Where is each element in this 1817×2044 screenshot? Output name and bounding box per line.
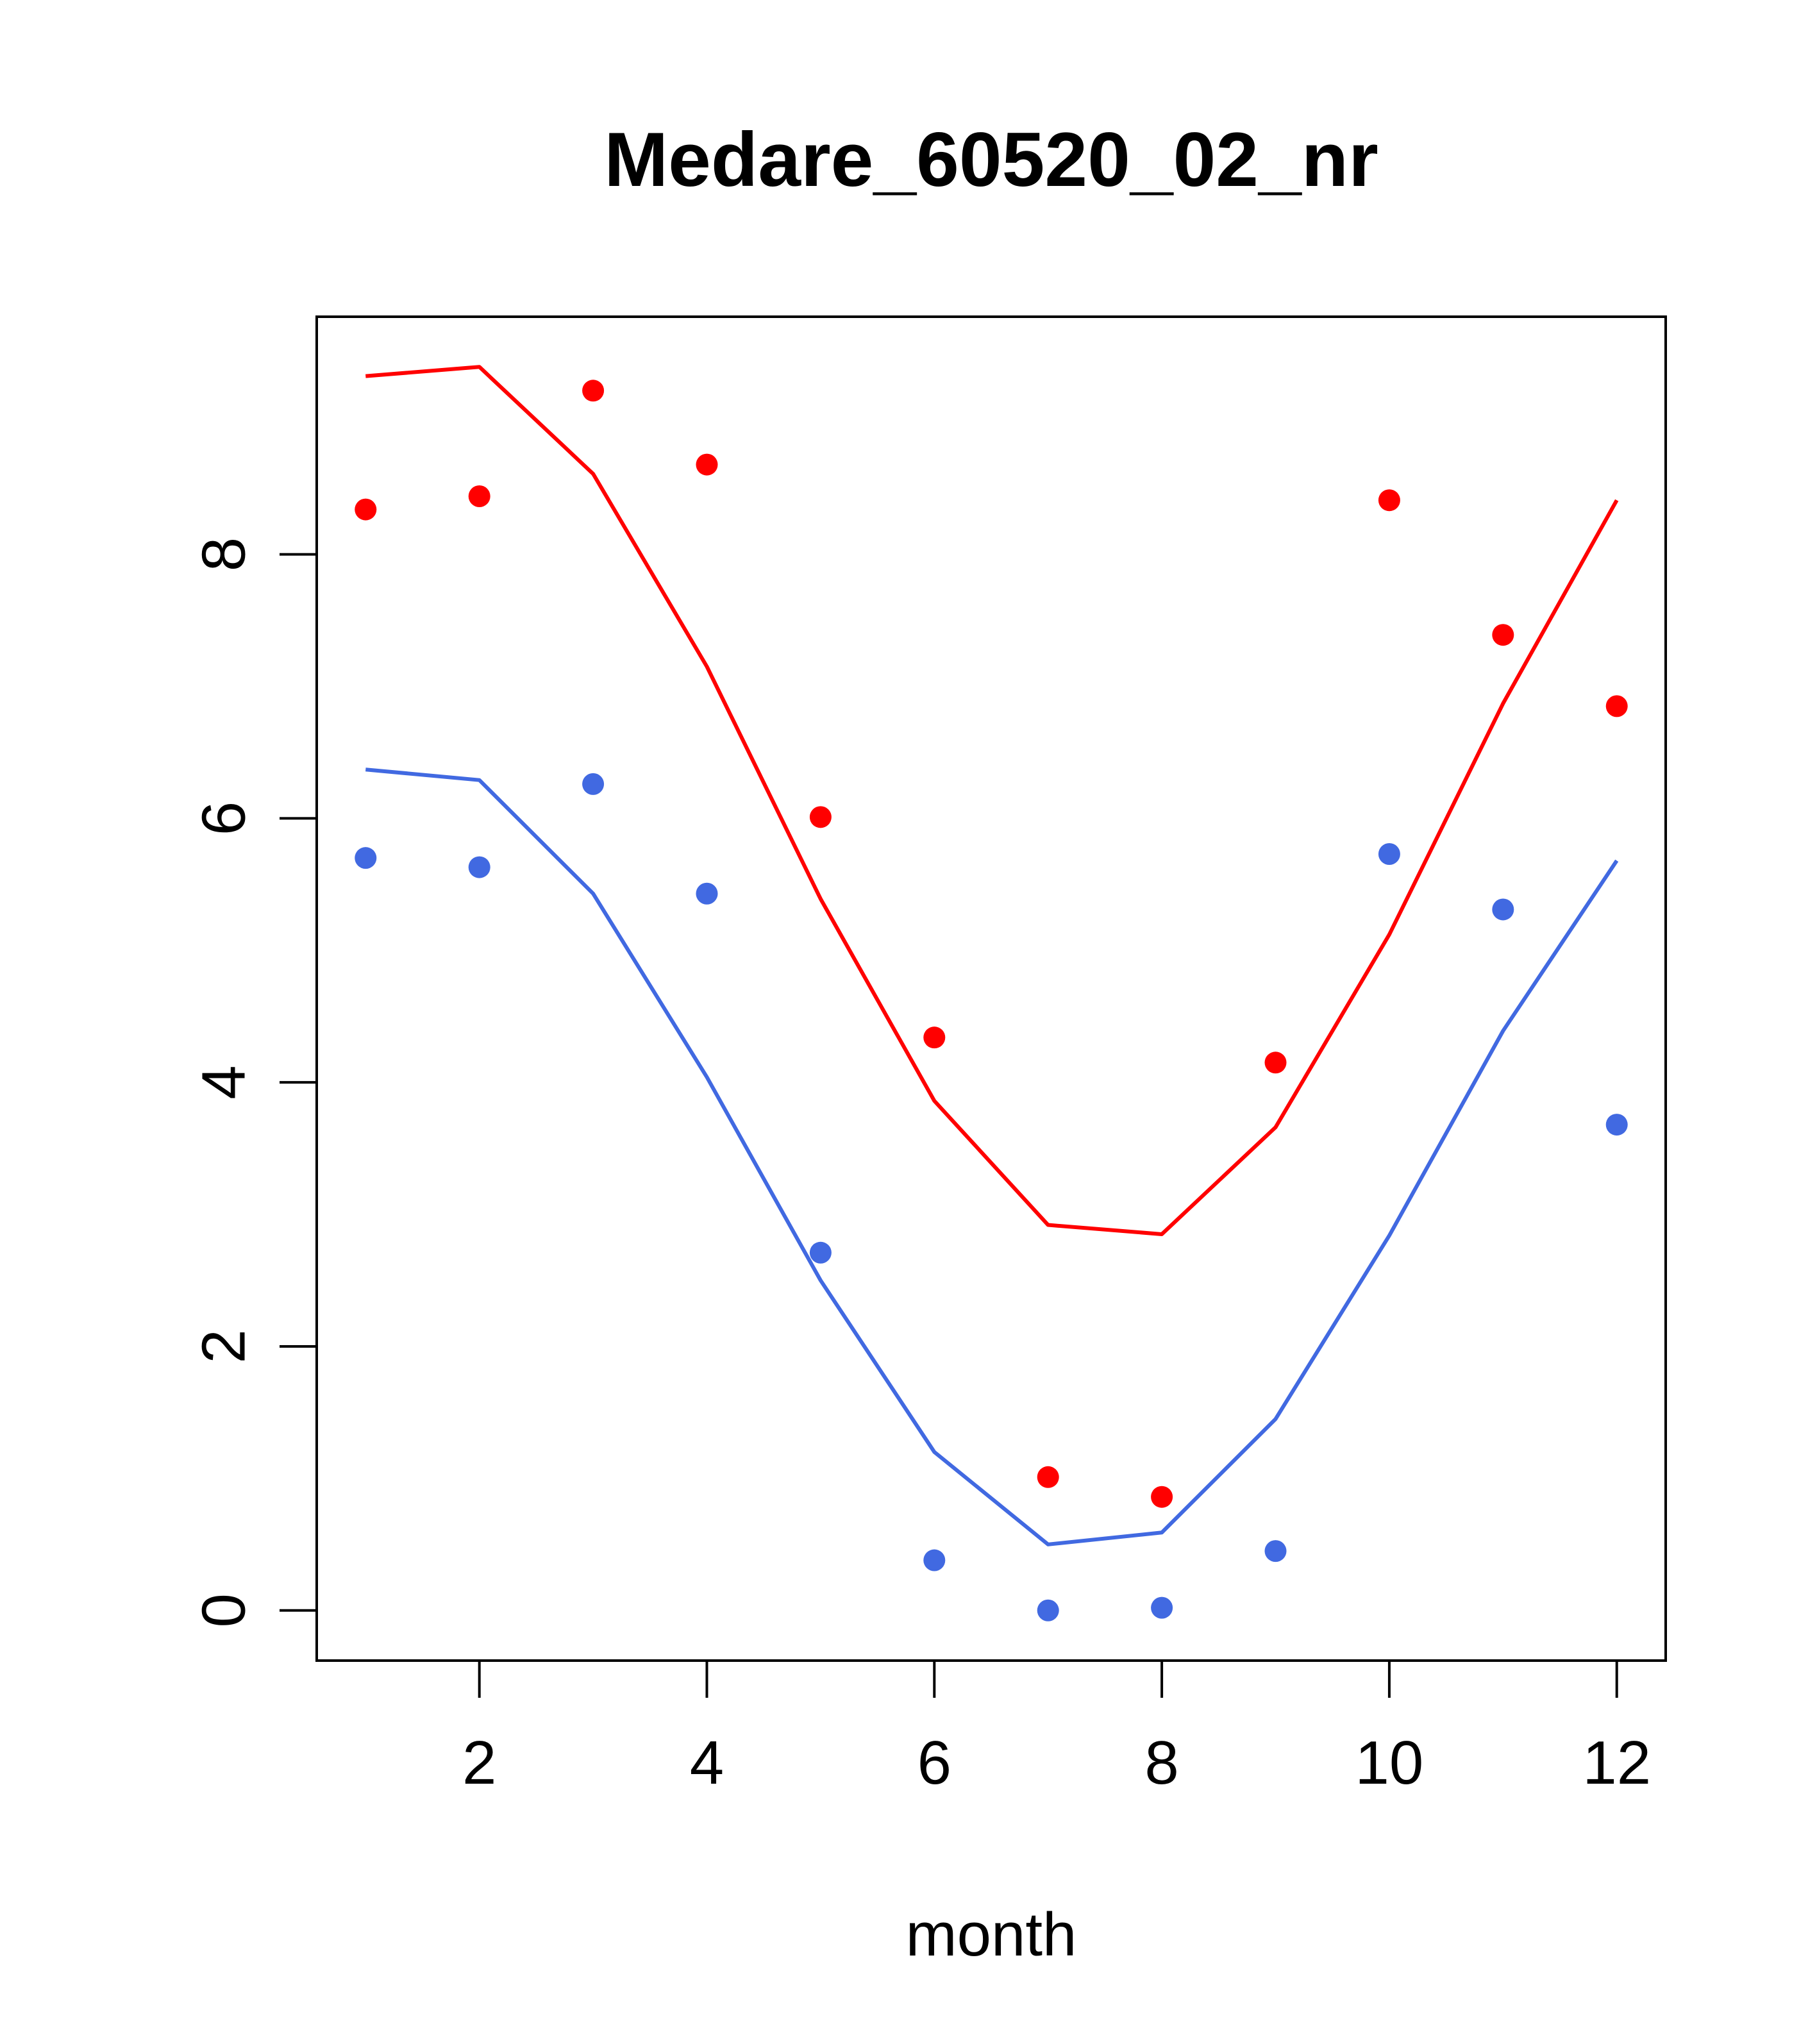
series-3-point [809, 1241, 832, 1264]
x-axis-label: month [906, 1900, 1077, 1969]
series-3-point [696, 882, 718, 905]
y-tick-label: 4 [190, 1065, 258, 1099]
series-1-point [1492, 624, 1514, 646]
y-tick-label: 2 [190, 1329, 258, 1363]
y-axis: 0 2 4 6 8 [190, 537, 318, 1627]
series-3-point [1037, 1599, 1059, 1621]
series-1-point [1378, 489, 1400, 512]
series-1-point [1037, 1466, 1059, 1488]
x-tick-label: 12 [1582, 1729, 1651, 1797]
series-0-line [365, 365, 1619, 1236]
series-3-point [1264, 1540, 1287, 1562]
series-layer [355, 365, 1628, 1621]
x-tick-label: 2 [462, 1729, 496, 1797]
series-1-point [582, 380, 605, 402]
series-3-point [1492, 898, 1514, 921]
series-3-point [1605, 1114, 1628, 1136]
y-tick-label: 8 [190, 537, 258, 571]
series-3-point [582, 773, 605, 795]
series-1-point [1605, 695, 1628, 717]
series-1-point [809, 806, 832, 828]
series-3-point [923, 1549, 946, 1571]
series-3-point [1378, 842, 1400, 865]
series-2-line [365, 767, 1619, 1546]
series-3-point [468, 856, 490, 878]
x-tick-label: 8 [1144, 1729, 1178, 1797]
y-tick-label: 6 [190, 801, 258, 835]
x-tick-label: 6 [917, 1729, 951, 1797]
x-tick-label: 10 [1355, 1729, 1424, 1797]
series-1-point [355, 498, 377, 521]
y-tick-label: 0 [190, 1593, 258, 1627]
series-1-point [1264, 1051, 1287, 1074]
chart-title: Medare_60520_02_nr [604, 117, 1378, 203]
plot-frame [315, 315, 1667, 1662]
series-3-point [1151, 1596, 1173, 1619]
x-axis: 2 4 6 8 10 12 [462, 1659, 1651, 1797]
series-3-point [355, 847, 377, 869]
x-tick-label: 4 [690, 1729, 724, 1797]
series-1-point [468, 485, 490, 508]
series-1-point [923, 1026, 946, 1049]
series-1-point [1151, 1486, 1173, 1508]
series-1-point [696, 453, 718, 476]
